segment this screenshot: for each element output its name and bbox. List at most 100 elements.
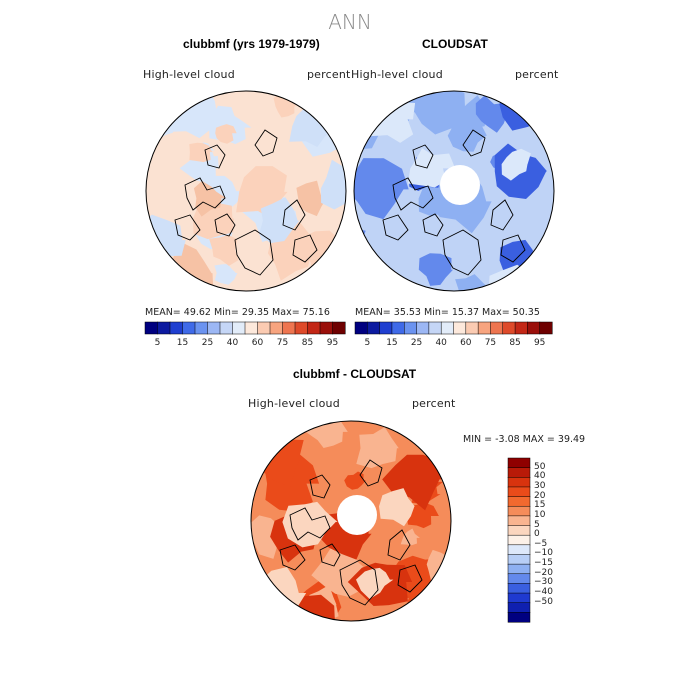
map-boundary (145, 90, 347, 292)
colorbar-box (416, 321, 430, 335)
coastline (339, 559, 379, 606)
colorbar-tick-label: 5 (154, 338, 161, 348)
colorbar-box (507, 573, 531, 584)
map-contour-patch (356, 427, 399, 469)
obs-colorbar (354, 321, 553, 335)
colorbar-box (257, 321, 271, 335)
coastline (412, 144, 434, 169)
obs-panel-title: CLOUDSAT (422, 37, 488, 51)
colorbar-tick-label: 40 (226, 338, 239, 348)
model-stats: MEAN= 49.62 Min= 29.35 Max= 75.16 (145, 307, 330, 318)
diff-units-label: percent (412, 397, 456, 410)
colorbar-tick-label: 50 (534, 461, 546, 472)
obs-stats: MEAN= 35.53 Min= 15.37 Max= 50.35 (355, 307, 540, 318)
coastline (279, 544, 306, 571)
coastline (184, 177, 226, 211)
polar-gap (440, 165, 480, 205)
colorbar-tick-label: −15 (534, 558, 553, 569)
map-contour-patch (161, 281, 179, 291)
colorbar-box (332, 321, 346, 335)
colorbar-box (319, 321, 334, 335)
colorbar-box (507, 612, 531, 623)
map-contour-patch (315, 267, 336, 284)
colorbar-box (269, 321, 284, 335)
colorbar-box (354, 321, 368, 335)
colorbar-box (507, 457, 531, 469)
colorbar-box (207, 321, 221, 335)
colorbar-box (307, 321, 321, 335)
colorbar-box (282, 321, 296, 335)
colorbar-box (144, 321, 159, 335)
colorbar-box (404, 321, 418, 335)
diff-colorbar (507, 457, 531, 623)
colorbar-box (507, 544, 531, 556)
coastline (292, 234, 318, 263)
model-field-label: High-level cloud (143, 68, 235, 81)
coastline (442, 229, 482, 276)
polar-gap (337, 495, 377, 535)
map-contour-patch (382, 454, 445, 511)
coastline (254, 129, 278, 157)
colorbar-tick-label: 40 (435, 338, 447, 348)
map-contour-patch (209, 234, 239, 266)
coastline (387, 529, 411, 561)
coastline (234, 229, 274, 276)
colorbar-box (428, 321, 442, 335)
colorbar-tick-label: 75 (484, 338, 497, 348)
coastline (462, 129, 486, 157)
colorbar-box (507, 583, 531, 594)
colorbar-tick-label: 85 (301, 338, 314, 348)
map-contour-patch (189, 142, 213, 163)
colorbar-tick-label: 60 (251, 338, 264, 348)
colorbar-box (169, 321, 184, 335)
map-contour-patch (499, 91, 549, 131)
map-contour-patch (296, 180, 327, 217)
colorbar-tick-label: −5 (534, 538, 548, 549)
colorbar-tick-label: 5 (534, 519, 540, 530)
colorbar-tick-label: −40 (534, 587, 553, 598)
map-contour-patch (215, 124, 237, 144)
colorbar-box (539, 321, 553, 335)
coastline (282, 199, 306, 231)
model-colorbar-ticks: 5 15 25 40 60 75 85 95 (145, 338, 345, 350)
colorbar-box (219, 321, 234, 335)
colorbar-tick-label: −30 (534, 577, 553, 588)
coastline (204, 144, 226, 169)
map-contour-patch (354, 158, 409, 220)
colorbar-tick-label: 60 (460, 338, 472, 348)
model-polar-map (145, 90, 347, 292)
colorbar-box (453, 321, 467, 335)
map-contour-patch (320, 159, 346, 210)
colorbar-tick-label: 25 (201, 338, 214, 348)
coastline (392, 177, 434, 211)
diff-stats: MIN = -3.08 MAX = 39.49 (463, 434, 586, 445)
model-units-label: percent (307, 68, 351, 81)
colorbar-tick-label: −50 (534, 596, 553, 607)
colorbar-box (507, 554, 531, 565)
diff-panel-title: clubbmf - CLOUDSAT (293, 367, 417, 381)
colorbar-tick-label: 30 (534, 480, 546, 491)
colorbar-tick-label: 85 (509, 338, 521, 348)
coastline (309, 474, 331, 499)
map-contour-patch (501, 148, 531, 181)
colorbar-box (507, 515, 531, 527)
obs-polar-map (353, 90, 555, 292)
colorbar-tick-label: 75 (276, 338, 289, 348)
diff-polar-map (250, 420, 452, 622)
colorbar-box (194, 321, 209, 335)
colorbar-box (514, 321, 528, 335)
map-contour-patch (146, 273, 168, 291)
colorbar-box (232, 321, 246, 335)
colorbar-box (391, 321, 405, 335)
figure-title: ANN (328, 10, 372, 34)
obs-colorbar-ticks: 5 15 25 40 60 75 85 95 (355, 338, 552, 350)
colorbar-tick-label: 20 (534, 490, 546, 501)
colorbar-box (465, 321, 479, 335)
map-contour-patch (400, 528, 420, 546)
colorbar-tick-label: 40 (534, 471, 546, 482)
colorbar-box (477, 321, 491, 335)
map-contour-patch (214, 264, 238, 285)
map-contour-patch (379, 488, 415, 527)
colorbar-tick-label: 95 (326, 338, 339, 348)
colorbar-box (527, 321, 541, 335)
